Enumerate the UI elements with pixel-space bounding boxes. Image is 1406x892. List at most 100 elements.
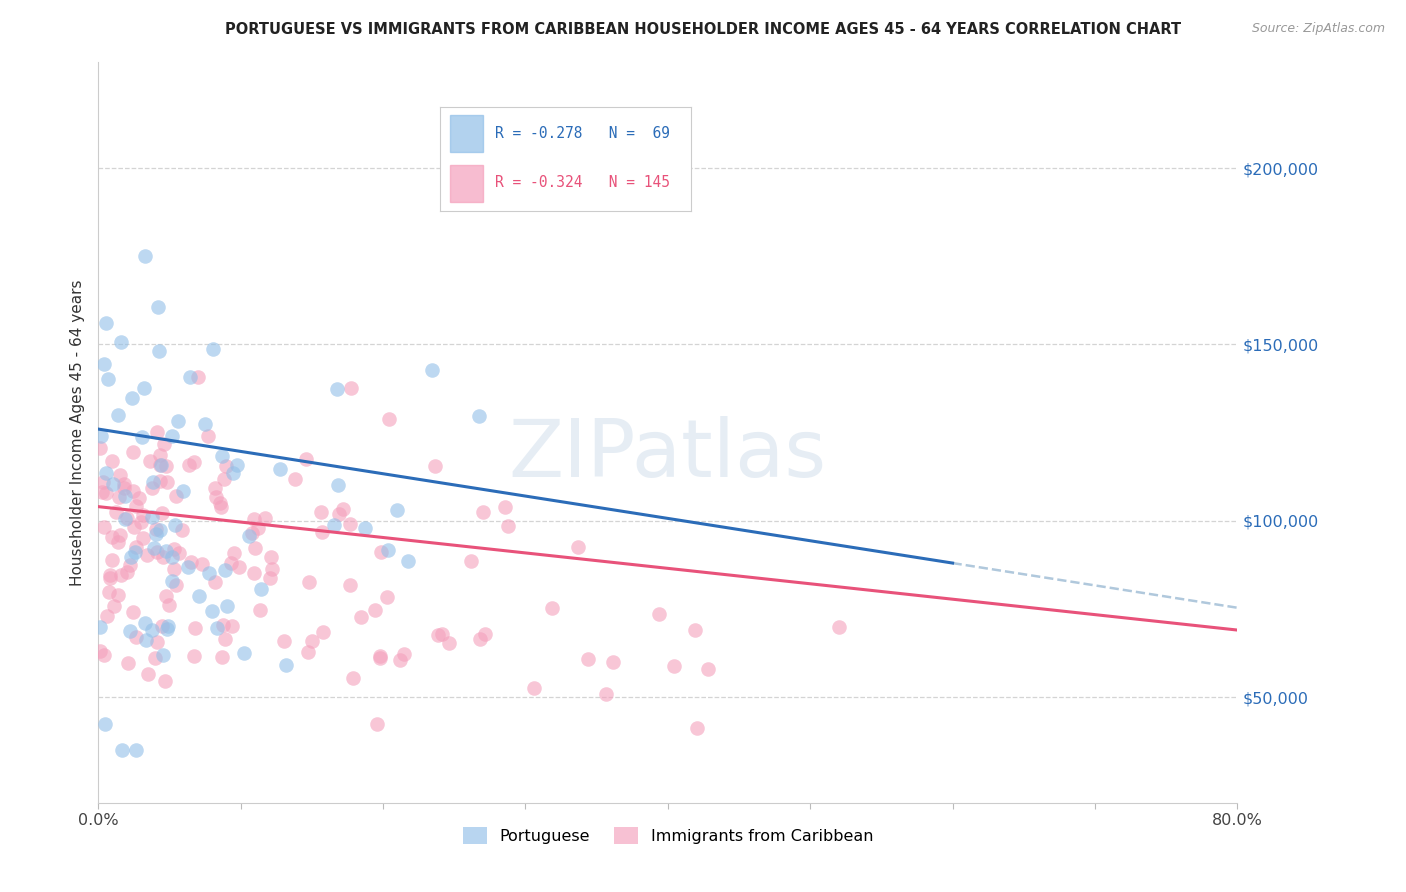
- Point: [125, 540, 148, 554]
- Point: [91, 475, 114, 490]
- Point: [648, 607, 671, 621]
- Point: [664, 659, 686, 673]
- Point: [284, 472, 307, 486]
- Point: [122, 484, 145, 499]
- Point: [148, 344, 170, 359]
- Point: [194, 417, 217, 432]
- Point: [125, 743, 148, 757]
- Point: [100, 553, 122, 567]
- Point: [117, 656, 139, 670]
- Point: [576, 651, 599, 665]
- Point: [125, 630, 148, 644]
- Point: [219, 556, 242, 570]
- Point: [166, 414, 188, 428]
- Point: [155, 458, 177, 473]
- Point: [150, 619, 173, 633]
- Point: [163, 542, 186, 557]
- Point: [339, 578, 361, 592]
- Point: [269, 462, 291, 476]
- Point: [247, 521, 270, 535]
- Point: [114, 490, 136, 504]
- Point: [101, 477, 124, 491]
- Point: [370, 545, 392, 559]
- Point: [96, 609, 118, 624]
- Point: [132, 381, 155, 395]
- Point: [179, 370, 201, 384]
- Point: [249, 603, 271, 617]
- Point: [124, 545, 146, 559]
- Point: [567, 541, 589, 555]
- Point: [152, 549, 174, 564]
- Point: [311, 505, 333, 519]
- Point: [142, 541, 165, 555]
- Point: [107, 589, 129, 603]
- Point: [387, 503, 409, 517]
- Point: [828, 619, 851, 633]
- Point: [430, 626, 453, 640]
- Point: [134, 615, 156, 630]
- Point: [148, 458, 170, 472]
- Point: [97, 372, 120, 386]
- Point: [208, 496, 231, 510]
- Point: [110, 568, 132, 582]
- Point: [295, 452, 318, 467]
- Point: [98, 568, 121, 582]
- Point: [145, 523, 167, 537]
- Point: [162, 574, 184, 589]
- Point: [342, 671, 364, 685]
- Point: [392, 647, 415, 661]
- Point: [340, 381, 363, 395]
- Point: [222, 466, 245, 480]
- Point: [472, 505, 495, 519]
- Point: [273, 634, 295, 648]
- Point: [141, 623, 163, 637]
- Point: [114, 512, 136, 526]
- Point: [93, 648, 115, 662]
- Point: [165, 489, 187, 503]
- Point: [165, 518, 187, 533]
- Point: [225, 458, 247, 473]
- Point: [157, 599, 180, 613]
- Point: [90, 428, 112, 442]
- Point: [93, 357, 115, 371]
- Point: [364, 603, 387, 617]
- Point: [135, 633, 157, 648]
- Point: [326, 382, 349, 396]
- Point: [156, 622, 179, 636]
- Point: [437, 636, 460, 650]
- Point: [297, 645, 319, 659]
- Point: [312, 625, 335, 640]
- Point: [377, 543, 399, 558]
- Point: [94, 717, 117, 731]
- Point: [143, 650, 166, 665]
- Point: [149, 523, 172, 537]
- Point: [120, 558, 142, 572]
- Point: [125, 500, 148, 514]
- Point: [111, 743, 134, 757]
- Point: [298, 575, 321, 590]
- Point: [204, 481, 226, 495]
- Point: [228, 559, 250, 574]
- Point: [121, 391, 143, 405]
- Point: [354, 521, 377, 535]
- Point: [326, 477, 349, 491]
- Point: [122, 520, 145, 534]
- Point: [103, 599, 125, 613]
- Point: [215, 599, 238, 613]
- Point: [211, 650, 233, 665]
- Point: [301, 634, 323, 648]
- Point: [165, 578, 187, 592]
- Point: [378, 412, 401, 426]
- Point: [141, 510, 163, 524]
- Point: [96, 316, 118, 330]
- Point: [108, 490, 131, 504]
- Point: [332, 502, 354, 516]
- Text: ZIPatlas: ZIPatlas: [509, 416, 827, 494]
- Point: [108, 527, 131, 541]
- Point: [148, 300, 170, 314]
- Point: [398, 554, 420, 568]
- Point: [117, 510, 139, 524]
- Point: [328, 507, 350, 521]
- Point: [146, 545, 169, 559]
- Point: [134, 249, 156, 263]
